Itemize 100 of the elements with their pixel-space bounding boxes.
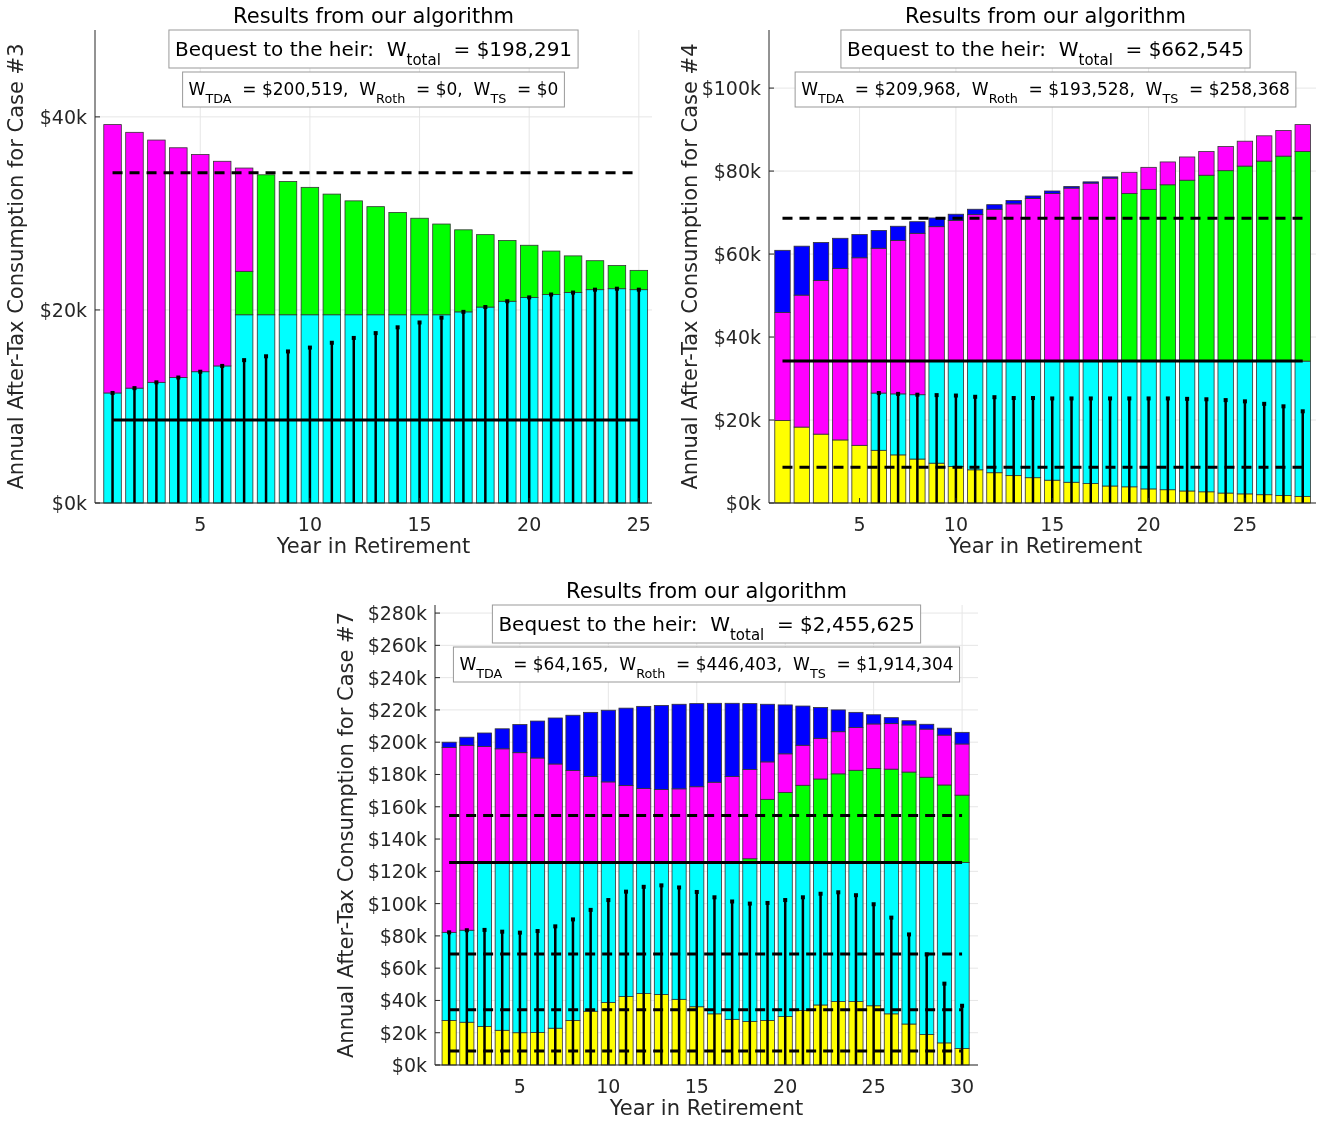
bar xyxy=(1063,187,1080,362)
x-tick-label: 15 xyxy=(684,1075,709,1097)
chart-title: Results from our algorithm xyxy=(905,4,1186,28)
y-tick-label: $140k xyxy=(367,828,427,851)
x-tick-label: 10 xyxy=(297,513,322,535)
x-tick-label: 15 xyxy=(407,513,432,535)
point xyxy=(1165,396,1170,401)
bar xyxy=(1044,193,1061,362)
point xyxy=(889,915,894,920)
annotation: Bequest to the heir: W$_{total}$ = $662,545 xyxy=(846,37,1245,69)
point xyxy=(1050,396,1055,401)
annotation: W$_{TDA}$ = $200,519, W$_{Roth}$ = $0, W$_{TS}$ = $0 xyxy=(188,79,559,106)
y-tick-label: $200k xyxy=(367,731,427,754)
point xyxy=(853,893,858,898)
point xyxy=(1223,398,1228,403)
point xyxy=(285,349,290,354)
point xyxy=(942,981,947,986)
point xyxy=(351,335,356,340)
point xyxy=(1088,396,1093,401)
point xyxy=(1204,397,1209,402)
point xyxy=(876,391,881,396)
x-tick-label: 10 xyxy=(943,513,968,535)
bar xyxy=(986,208,1003,362)
point xyxy=(1300,409,1305,414)
y-tick-label: $100k xyxy=(701,77,761,100)
x-tick-label: 20 xyxy=(1136,513,1161,535)
point xyxy=(242,358,247,363)
y-tick-label: $220k xyxy=(367,698,427,721)
y-axis-title: Annual After-Tax Consumption for Case #4 xyxy=(678,43,702,490)
point xyxy=(747,901,752,906)
point xyxy=(482,927,487,932)
point xyxy=(1281,404,1286,409)
point xyxy=(677,885,682,890)
point xyxy=(606,898,611,903)
point xyxy=(1146,396,1151,401)
point xyxy=(730,899,735,904)
x-tick-label: 20 xyxy=(773,1075,798,1097)
x-axis-title: Year in Retirement xyxy=(608,1096,804,1120)
point xyxy=(439,315,444,320)
point xyxy=(896,391,901,396)
point xyxy=(1108,396,1113,401)
point xyxy=(570,917,575,922)
y-tick-label: $20k xyxy=(713,409,761,432)
point xyxy=(198,369,203,374)
point xyxy=(712,895,717,900)
y-tick-label: $240k xyxy=(367,666,427,689)
point xyxy=(535,929,540,934)
annotation: W$_{TDA}$ = $64,165, W$_{Roth}$ = $446,403, W$_{TS}$ = $1,914,304 xyxy=(459,654,954,681)
point xyxy=(1262,401,1267,406)
point xyxy=(1030,396,1035,401)
x-tick-label: 5 xyxy=(853,513,866,535)
annotation: W$_{TDA}$ = $209,968, W$_{Roth}$ = $193,528, W$_{TS}$ = $258,368 xyxy=(801,79,1290,106)
point xyxy=(461,309,466,314)
point xyxy=(694,889,699,894)
y-tick-label: $180k xyxy=(367,763,427,786)
point xyxy=(154,380,159,385)
point xyxy=(500,929,505,934)
point xyxy=(973,394,978,399)
point xyxy=(1011,396,1016,401)
point xyxy=(614,286,619,291)
point xyxy=(373,331,378,336)
bar xyxy=(1101,177,1119,362)
point xyxy=(934,393,939,398)
point xyxy=(783,898,788,903)
point xyxy=(417,320,422,325)
x-tick-label: 20 xyxy=(517,513,542,535)
y-tick-label: $280k xyxy=(367,602,427,625)
point xyxy=(447,930,452,935)
bar xyxy=(1005,203,1022,362)
point xyxy=(307,345,312,350)
x-tick-label: 30 xyxy=(949,1075,975,1097)
point xyxy=(636,287,641,292)
y-tick-label: $80k xyxy=(713,160,761,183)
point xyxy=(264,354,269,359)
y-tick-label: $60k xyxy=(379,957,427,980)
x-tick-label: 10 xyxy=(596,1075,621,1097)
y-tick-label: $0k xyxy=(391,1054,427,1076)
point xyxy=(1242,399,1247,404)
y-tick-label: $120k xyxy=(367,860,427,883)
x-axis-title: Year in Retirement xyxy=(947,534,1143,558)
x-tick-label: 15 xyxy=(1040,513,1065,535)
x-tick-label: 5 xyxy=(513,1075,526,1097)
y-tick-label: $0k xyxy=(725,492,761,514)
point xyxy=(992,395,997,400)
point xyxy=(1127,396,1132,401)
bar xyxy=(1082,182,1099,362)
y-tick-label: $260k xyxy=(367,634,427,657)
point xyxy=(1185,396,1190,401)
point xyxy=(132,386,137,391)
x-axis-title: Year in Retirement xyxy=(275,534,471,558)
point xyxy=(907,932,912,937)
point xyxy=(871,902,876,907)
point xyxy=(915,392,920,397)
annotation: Bequest to the heir: W$_{total}$ = $198,291 xyxy=(174,37,573,69)
point xyxy=(659,883,664,888)
point xyxy=(483,305,488,310)
annotation: Bequest to the heir: W$_{total}$ = $2,455,625 xyxy=(498,612,915,644)
point xyxy=(517,930,522,935)
y-tick-label: $0k xyxy=(51,492,87,514)
y-axis-title: Annual After-Tax Consumption for Case #7 xyxy=(334,611,358,1059)
